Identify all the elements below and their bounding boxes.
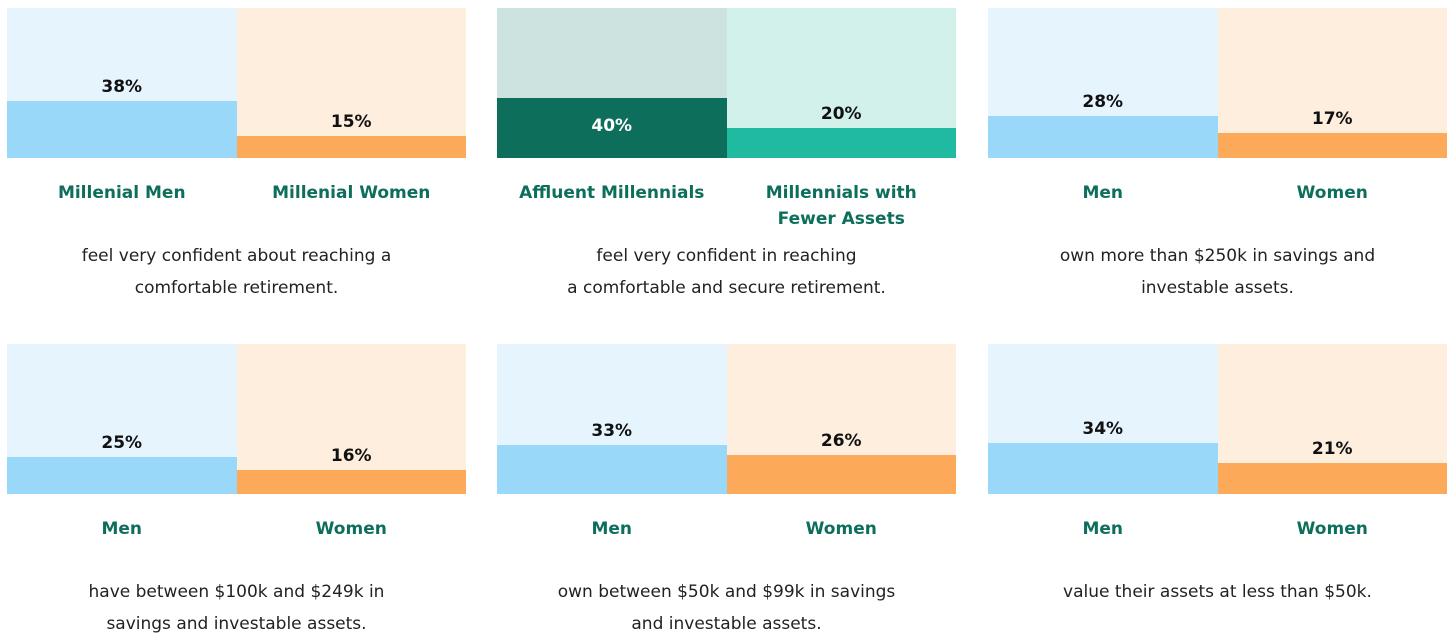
data-label: 16%: [330, 446, 372, 466]
category-label: Millennials with Fewer Assets: [765, 183, 917, 229]
category-label: Men: [1082, 183, 1124, 203]
plot-area: 40% 20%: [497, 8, 956, 158]
stat-panel: 40% 20% Affluent Millennials Millennials wi…: [497, 8, 956, 304]
caption-line: feel very confident about reaching a: [81, 246, 392, 266]
data-label: 34%: [1082, 419, 1124, 439]
data-label: 25%: [101, 432, 143, 453]
caption-line: a comfortable and secure retirement.: [567, 278, 886, 298]
caption: have between $100k and $249k in savings a…: [7, 576, 466, 634]
data-label: 33%: [591, 420, 633, 441]
category-labels: Affluent Millennials Millennials with Few…: [497, 180, 956, 236]
bar-background: 16%: [236, 344, 466, 494]
bar-background: 40%: [497, 8, 727, 158]
plot-area: 33% 26%: [497, 344, 956, 494]
caption: feel very confident about reaching a comf…: [7, 240, 466, 304]
caption: feel very confident in reaching a comfort…: [497, 240, 956, 304]
stat-panel: 28% 17% Men Women own more than $250k in sav…: [988, 8, 1447, 304]
caption: own more than $250k in savings and invest…: [988, 240, 1447, 304]
stat-panel: 25% 16% Men Women have between $100k and $24…: [7, 344, 466, 634]
caption-line: feel very confident in reaching: [596, 246, 857, 266]
category-labels: Millenial Men Millenial Women: [7, 180, 466, 236]
bar: [1217, 132, 1447, 158]
bar: [726, 128, 956, 158]
bar-background: 33%: [497, 344, 727, 494]
data-label: 38%: [101, 77, 143, 97]
bar-background: 20%: [726, 8, 956, 158]
plot-area: 25% 16%: [7, 344, 466, 494]
category-label: Women: [805, 519, 877, 539]
stat-panel: 38% 15% Millenial Men Millenial Women feel v…: [7, 8, 466, 304]
caption: value their assets at less than $50k.: [988, 576, 1447, 608]
caption-line: investable assets.: [1141, 278, 1294, 298]
bar-background: 17%: [1217, 8, 1447, 158]
caption-line: own between $50k and $99k in savings: [557, 582, 896, 602]
caption-line: value their assets at less than $50k.: [1063, 582, 1372, 602]
category-label: Men: [591, 519, 633, 539]
bar: [726, 455, 956, 494]
category-labels: Men Women: [7, 516, 466, 572]
plot-area: 34% 21%: [988, 344, 1447, 494]
category-labels: Men Women: [988, 516, 1447, 572]
data-label: 40%: [591, 116, 633, 136]
category-label: Men: [101, 519, 143, 539]
bar: [236, 135, 466, 158]
bar-background: 28%: [988, 8, 1218, 158]
category-labels: Men Women: [988, 180, 1447, 236]
data-label: 15%: [330, 111, 372, 132]
bar: [497, 98, 727, 158]
category-label: Women: [315, 519, 387, 539]
caption-line: comfortable retirement.: [134, 278, 339, 298]
category-label: Men: [1082, 519, 1124, 539]
stat-panel: 33% 26% Men Women own between $50k and $99k …: [497, 344, 956, 634]
bar-background: 34%: [988, 344, 1218, 494]
data-label: 26%: [820, 431, 862, 451]
category-label: Women: [1296, 183, 1368, 203]
category-labels: Men Women: [497, 516, 956, 572]
bar: [988, 443, 1218, 494]
category-label: Women: [1296, 519, 1368, 539]
category-label: Millenial Men: [57, 183, 186, 203]
caption-line: own more than $250k in savings and: [1059, 246, 1376, 266]
stat-panel: 34% 21% Men Women value their assets at less…: [988, 344, 1447, 608]
data-label: 21%: [1311, 438, 1353, 459]
caption-line: have between $100k and $249k in: [88, 582, 385, 602]
bar: [236, 470, 466, 494]
bar-background: 21%: [1217, 344, 1447, 494]
bar: [1217, 462, 1447, 494]
bar-background: 15%: [236, 8, 466, 158]
data-label: 17%: [1311, 108, 1353, 129]
plot-area: 38% 15%: [7, 8, 466, 158]
data-label: 28%: [1082, 92, 1124, 112]
bar: [7, 456, 237, 494]
plot-area: 28% 17%: [988, 8, 1447, 158]
data-label: 20%: [820, 104, 862, 124]
bar: [988, 116, 1218, 158]
bar-background: 38%: [7, 8, 237, 158]
bar-background: 26%: [726, 344, 956, 494]
bar: [497, 444, 727, 494]
category-label: Millenial Women: [272, 183, 431, 203]
bar: [7, 101, 237, 158]
caption-line: and investable assets.: [631, 614, 822, 634]
caption-line: savings and investable assets.: [106, 614, 367, 634]
category-label: Affluent Millennials: [519, 183, 705, 203]
caption: own between $50k and $99k in savings and …: [497, 576, 956, 634]
bar-background: 25%: [7, 344, 237, 494]
